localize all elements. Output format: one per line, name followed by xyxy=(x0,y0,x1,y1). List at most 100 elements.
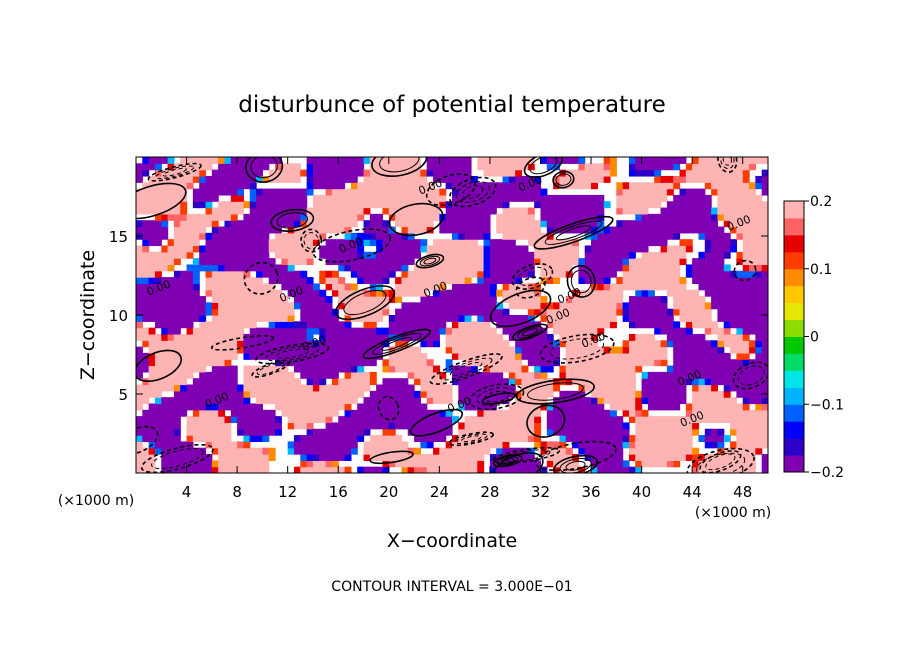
field-cell xyxy=(287,359,295,367)
field-cell xyxy=(161,428,169,436)
field-cell xyxy=(628,226,636,234)
field-cell xyxy=(218,207,226,215)
field-cell xyxy=(256,283,263,291)
field-cell xyxy=(565,435,573,442)
field-cell xyxy=(192,194,200,202)
field-cell xyxy=(666,460,674,468)
field-cell xyxy=(369,321,377,329)
field-cell xyxy=(572,321,579,329)
field-cell xyxy=(572,397,579,405)
field-cell xyxy=(730,283,737,291)
field-cell xyxy=(755,264,763,272)
field-cell xyxy=(578,226,586,234)
field-cell xyxy=(761,302,768,310)
field-cell xyxy=(395,390,403,398)
field-cell xyxy=(559,454,567,461)
field-cell xyxy=(736,441,744,449)
field-cell xyxy=(591,403,598,411)
field-cell xyxy=(325,447,333,455)
field-cell xyxy=(224,435,232,442)
field-cell xyxy=(199,390,207,398)
field-cell xyxy=(268,207,276,215)
field-cell xyxy=(167,403,175,411)
field-cell xyxy=(641,251,649,259)
field-cell xyxy=(679,277,687,284)
contour-line xyxy=(462,185,484,199)
field-cell xyxy=(382,296,390,303)
field-cell xyxy=(382,239,390,247)
field-cell xyxy=(420,441,428,449)
field-cell xyxy=(306,460,314,468)
field-cell xyxy=(489,327,497,335)
field-cell xyxy=(483,163,491,171)
field-cell xyxy=(553,213,561,221)
field-cell xyxy=(673,213,681,221)
field-cell xyxy=(692,315,700,322)
field-cell xyxy=(180,390,188,398)
field-cell xyxy=(338,321,346,329)
field-cell xyxy=(685,340,693,348)
field-cell xyxy=(426,188,434,196)
field-cell xyxy=(199,352,207,360)
field-cell xyxy=(673,428,681,436)
field-cell xyxy=(376,308,384,316)
field-cell xyxy=(458,447,466,455)
field-cell xyxy=(698,220,706,228)
field-cell xyxy=(723,277,731,284)
field-cell xyxy=(426,384,434,392)
field-cell xyxy=(230,175,238,183)
field-cell xyxy=(350,264,358,272)
field-cell xyxy=(477,308,485,316)
field-cell xyxy=(344,251,352,259)
field-cell xyxy=(338,239,346,247)
field-cell xyxy=(641,460,649,468)
field-cell xyxy=(635,296,643,303)
field-cell xyxy=(376,409,384,417)
field-cell xyxy=(439,302,447,310)
field-cell xyxy=(300,321,308,329)
field-cell xyxy=(502,365,510,373)
field-cell xyxy=(654,226,662,234)
field-cell xyxy=(376,277,384,284)
field-cell xyxy=(161,454,169,461)
field-cell xyxy=(559,201,567,209)
field-cell xyxy=(395,460,403,468)
field-cell xyxy=(673,346,681,354)
field-cell xyxy=(325,175,333,183)
field-cell xyxy=(344,283,352,291)
field-cell xyxy=(167,315,175,322)
field-cell xyxy=(205,416,213,424)
field-cell xyxy=(350,270,358,278)
field-cell xyxy=(749,435,756,442)
field-cell xyxy=(199,169,207,177)
field-cell xyxy=(300,435,308,442)
field-cell xyxy=(363,296,371,303)
field-cell xyxy=(489,352,497,360)
field-cell xyxy=(281,321,289,329)
field-cell xyxy=(388,441,396,449)
field-cell xyxy=(407,163,415,171)
field-cell xyxy=(312,226,320,234)
field-cell xyxy=(350,352,358,360)
field-cell xyxy=(414,422,421,430)
field-cell xyxy=(218,232,226,240)
field-cell xyxy=(591,447,598,455)
contour-line xyxy=(162,167,187,177)
field-cell xyxy=(199,315,207,322)
field-cell xyxy=(464,352,472,360)
field-cell xyxy=(559,220,567,228)
field-cell xyxy=(407,365,415,373)
field-cell xyxy=(249,321,257,329)
field-cell xyxy=(382,194,390,202)
field-cell xyxy=(256,163,263,171)
field-cell xyxy=(761,454,768,461)
field-cell xyxy=(350,397,358,405)
field-cell xyxy=(452,454,459,461)
field-cell xyxy=(452,315,459,322)
field-cell xyxy=(761,201,768,209)
field-cell xyxy=(540,207,548,215)
field-cell xyxy=(742,321,750,329)
field-cell xyxy=(401,245,409,253)
field-cell xyxy=(603,365,611,373)
field-cell xyxy=(489,182,497,190)
